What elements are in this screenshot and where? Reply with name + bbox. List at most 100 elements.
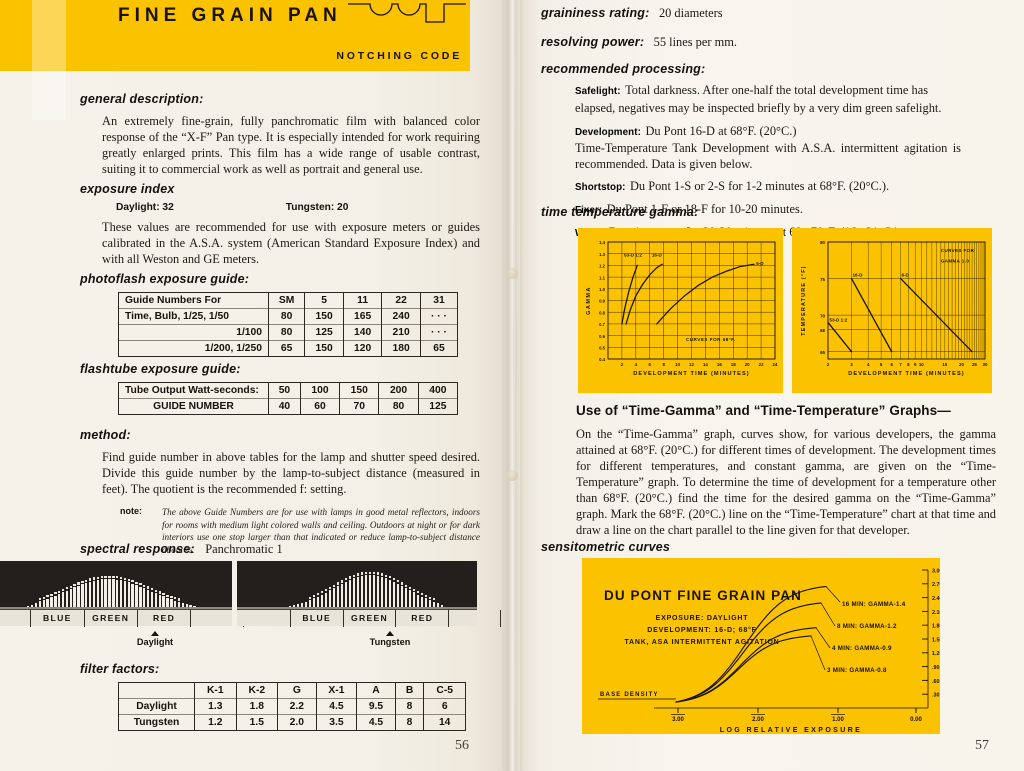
svg-text:2.40: 2.40 — [932, 596, 940, 602]
column-header: 5 — [304, 292, 344, 309]
svg-text:0.6: 0.6 — [599, 334, 605, 339]
section-sensitometric-curves: sensitometric curves — [541, 540, 961, 554]
svg-text:8: 8 — [907, 362, 910, 367]
exposure-index-tungsten: Tungsten: 20 — [285, 202, 349, 213]
svg-text:LOG RELATIVE EXPOSURE: LOG RELATIVE EXPOSURE — [720, 727, 862, 734]
table-cell: 2.2 — [277, 698, 317, 715]
page-number-right: 57 — [975, 738, 989, 753]
column-header: C-5 — [423, 682, 466, 699]
column-header: 50 — [268, 382, 301, 399]
svg-text:3.00: 3.00 — [932, 568, 940, 574]
exposure-index-body: These values are recommended for use wit… — [102, 220, 480, 266]
svg-text:8: 8 — [662, 362, 665, 367]
svg-text:6: 6 — [649, 362, 652, 367]
svg-text:2: 2 — [621, 362, 624, 367]
column-header: X-1 — [315, 682, 358, 699]
table-cell: 8 — [394, 698, 425, 715]
svg-text:7: 7 — [899, 362, 902, 367]
svg-text:70: 70 — [820, 313, 825, 318]
svg-text:18: 18 — [731, 362, 736, 367]
processing-item-label: Fixer: — [575, 205, 603, 216]
table-cell: 65 — [419, 340, 459, 357]
svg-text:0.4: 0.4 — [599, 357, 605, 362]
staple-top — [507, 268, 518, 279]
processing-item-extra: Time-Temperature Tank Development with A… — [575, 141, 961, 171]
table-cell: 1.3 — [194, 698, 237, 715]
processing-item: Development: Du Pont 16-D at 68°F. (20°C… — [575, 122, 961, 172]
table-cell: · · · — [419, 308, 459, 325]
thumb-index-tab — [32, 0, 66, 120]
svg-text:2.10: 2.10 — [932, 610, 940, 616]
svg-text:0.7: 0.7 — [599, 322, 605, 327]
column-header: 100 — [299, 382, 341, 399]
method-body: Find guide number in above tables for th… — [102, 450, 480, 496]
spectral-bar-pattern — [237, 561, 477, 609]
processing-item-label: Shortstop: — [575, 182, 626, 193]
column-header: G — [277, 682, 317, 699]
table-row: 1/200, 1/250 65 150 120 180 65 — [118, 340, 459, 357]
svg-text:75: 75 — [820, 277, 825, 282]
svg-text:5: 5 — [880, 362, 883, 367]
table-cell: 80 — [267, 308, 306, 325]
book-gutter-shadow — [500, 0, 524, 771]
svg-text:68: 68 — [820, 328, 825, 333]
spectral-caption-tungsten: Tungsten — [369, 637, 411, 647]
exposure-index-heading: exposure index — [80, 182, 175, 196]
svg-text:1.80: 1.80 — [932, 624, 940, 630]
svg-text:4: 4 — [635, 362, 638, 367]
svg-text:6-D: 6-D — [901, 272, 909, 277]
processing-item: Safelight: Total darkness. After one-hal… — [575, 81, 961, 117]
graph-usage-body: On the “Time-Gamma” graph, curves show, … — [576, 427, 996, 537]
table-cell: 8 — [394, 714, 425, 731]
section-spectral-response: spectral response: Panchromatic 1 — [80, 540, 480, 558]
svg-text:15: 15 — [942, 362, 947, 367]
processing-item-text: Du Pont 1-S or 2-S for 1-2 minutes at 68… — [629, 179, 890, 193]
svg-text:12: 12 — [689, 362, 694, 367]
svg-text:24: 24 — [773, 362, 778, 367]
processing-item: Shortstop: Du Pont 1-S or 2-S for 1-2 mi… — [575, 177, 961, 195]
svg-text:8 MIN: GAMMA-1.2: 8 MIN: GAMMA-1.2 — [837, 623, 897, 630]
svg-text:0.8: 0.8 — [599, 310, 605, 315]
svg-text:0.5: 0.5 — [599, 346, 605, 351]
table-row: Time, Bulb, 1/25, 1/50 80 150 165 240 · · · — [118, 308, 459, 325]
svg-text:1.50: 1.50 — [932, 637, 940, 643]
table-cell: 80 — [267, 324, 306, 341]
photoflash-table: Guide Numbers For SM 5 11 22 31 Time, Bulb, 1/… — [118, 292, 459, 357]
table-cell: 1.2 — [194, 714, 237, 731]
filter-factors-heading: filter factors: — [80, 662, 160, 676]
table-row: Daylight 1.3 1.8 2.2 4.5 9.5 8 6 — [118, 698, 466, 715]
svg-text:22: 22 — [759, 362, 764, 367]
svg-text:1.00: 1.00 — [832, 717, 844, 723]
spectral-strip-daylight: BLUE GREEN RED Daylight — [0, 561, 244, 647]
svg-text:DEVELOPMENT TIME (MINUTES): DEVELOPMENT TIME (MINUTES) — [848, 371, 965, 377]
svg-text:80: 80 — [820, 240, 825, 245]
column-header — [118, 682, 195, 699]
svg-text:CURVES FOR 68°F.: CURVES FOR 68°F. — [686, 337, 736, 342]
svg-text:20: 20 — [745, 362, 750, 367]
table-cell: 1.5 — [235, 714, 279, 731]
svg-text:25: 25 — [972, 362, 977, 367]
svg-text:30: 30 — [983, 362, 988, 367]
svg-text:10: 10 — [919, 362, 924, 367]
table-cell: GUIDE NUMBER — [118, 398, 269, 415]
section-exposure-index: exposure index Daylight: 32 Tungsten: 20… — [80, 182, 480, 267]
table-cell: 210 — [381, 324, 421, 341]
svg-text:GAMMA 1.0: GAMMA 1.0 — [941, 258, 970, 263]
table-cell: 1/100 — [118, 324, 269, 341]
resolving-power-label: resolving power: — [541, 35, 645, 49]
table-row: 1/100 80 125 140 210 · · · — [118, 324, 459, 341]
processing-item-text: Total darkness. After one-half the total… — [575, 83, 942, 115]
table-cell: Time, Bulb, 1/25, 1/50 — [118, 308, 269, 325]
column-header: 22 — [381, 292, 421, 309]
spectral-caption-daylight: Daylight — [136, 637, 174, 647]
filter-factors-table: K-1 K-2 G X-1 A B C-5 Daylight 1.3 1.8 2.2 4.5 9.5 8 6… — [118, 682, 466, 731]
section-general-description: general description: An extremely fine-g… — [80, 92, 480, 177]
svg-text:DU PONT FINE GRAIN PAN: DU PONT FINE GRAIN PAN — [604, 588, 802, 603]
table-cell: 60 — [299, 398, 341, 415]
column-header: 400 — [417, 382, 459, 399]
flashtube-table: Tube Output Watt-seconds: 50 100 150 200 400 G… — [118, 382, 459, 415]
svg-text:.30: .30 — [932, 693, 940, 699]
exposure-index-daylight: Daylight: 32 — [116, 202, 174, 213]
table-cell: 4.5 — [356, 714, 396, 731]
